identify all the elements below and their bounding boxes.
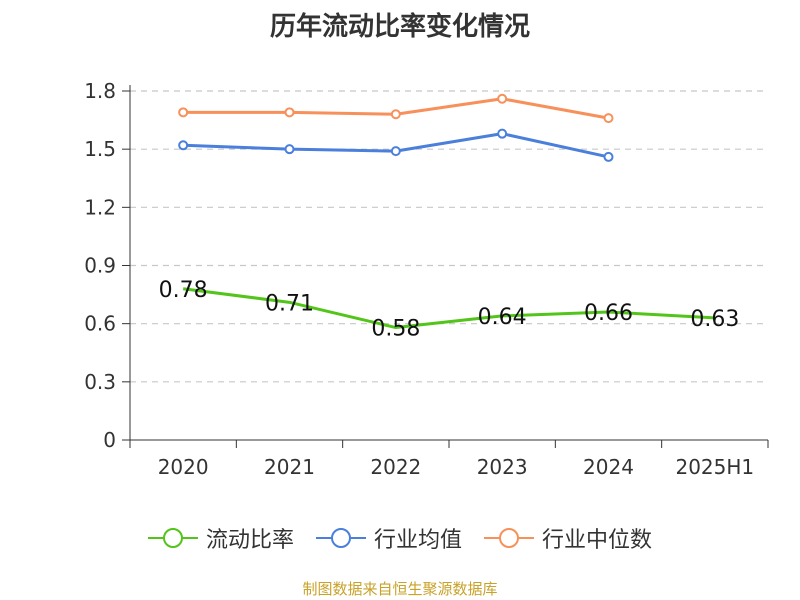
data-point [390, 109, 401, 120]
legend: 流动比率 行业均值 行业中位数 [0, 522, 800, 554]
source-note: 制图数据来自恒生聚源数据库 [302, 580, 498, 598]
y-tick-label: 1.2 [84, 195, 116, 219]
legend-item-industry-mean[interactable]: 行业均值 [315, 522, 462, 554]
legend-label-current-ratio: 流动比率 [205, 528, 294, 553]
y-tick-label: 0.3 [84, 370, 116, 394]
data-point [603, 151, 614, 162]
data-point [178, 140, 189, 151]
grid-lines [130, 90, 768, 383]
x-tick-label: 2020 [158, 455, 209, 479]
legend-label-industry-mean: 行业均值 [373, 528, 462, 553]
y-tick-label: 0.9 [84, 254, 116, 278]
data-point [284, 107, 295, 118]
legend-marker-industry-mean-icon [315, 528, 366, 548]
data-label: 0.71 [265, 291, 314, 316]
y-tick-label: 1.8 [84, 79, 116, 103]
legend-marker-current-ratio-icon [147, 528, 198, 548]
legend-marker-industry-median-icon [484, 528, 534, 548]
series-lines [178, 93, 715, 330]
data-label: 0.66 [584, 301, 633, 326]
legend-item-current-ratio[interactable]: 流动比率 [147, 522, 294, 554]
y-tick-label: 1.5 [84, 137, 116, 161]
data-point [390, 146, 401, 157]
data-label: 0.63 [690, 307, 739, 332]
x-tick-label: 2022 [370, 455, 421, 479]
data-labels: 0.78 0.71 0.58 0.64 0.66 0.63 [159, 278, 740, 342]
data-point [497, 93, 508, 104]
legend-item-industry-median[interactable]: 行业中位数 [484, 522, 652, 554]
x-tick-label: 2021 [264, 455, 315, 479]
x-tick-label: 2024 [583, 455, 634, 479]
chart-title: 历年流动比率变化情况 [269, 12, 530, 42]
data-label: 0.78 [159, 278, 208, 303]
y-tick-label: 0.6 [84, 312, 116, 336]
data-label: 0.64 [478, 305, 527, 330]
data-label: 0.58 [371, 317, 420, 342]
legend-label-industry-median: 行业中位数 [542, 528, 653, 553]
x-tick-label: 2025H1 [675, 455, 754, 479]
data-point [284, 144, 295, 155]
data-point [178, 107, 189, 118]
series-line [182, 287, 715, 330]
x-tick-label: 2023 [477, 455, 528, 479]
axes: 0 0.3 0.6 0.9 1.2 1.5 1.8 2020 2021 2022 2023 2024 2… [84, 79, 769, 479]
y-tick-label: 0 [103, 428, 116, 452]
data-point [497, 128, 508, 139]
data-point [603, 113, 614, 124]
